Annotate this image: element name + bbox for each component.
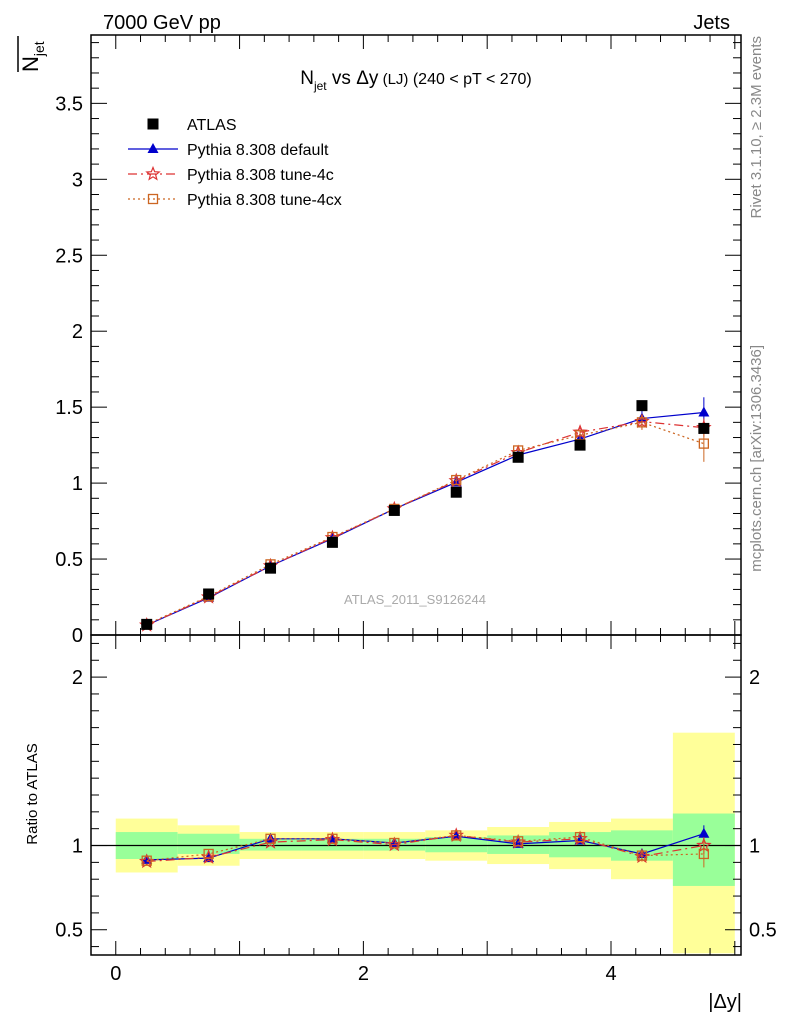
title-rest: vs Δy bbox=[327, 68, 379, 89]
data-point bbox=[512, 451, 524, 463]
header-left: 7000 GeV pp bbox=[103, 12, 221, 34]
ratio-point-2 bbox=[451, 830, 462, 841]
y-tick-label: 3.5 bbox=[55, 93, 83, 115]
data-point bbox=[450, 486, 462, 498]
legend-label-0: Pythia 8.308 default bbox=[187, 142, 329, 159]
data-point bbox=[326, 536, 338, 548]
x-tick-label: 2 bbox=[358, 963, 369, 985]
y-tick-label: 2 bbox=[72, 321, 83, 343]
x-axis-label: |Δy| bbox=[708, 991, 742, 1013]
legend-marker-data bbox=[147, 118, 159, 130]
legend-marker-1 bbox=[145, 165, 161, 181]
title-range: (240 < pT < 270) bbox=[408, 71, 531, 88]
ratio-point-2 bbox=[203, 848, 214, 860]
data-point bbox=[636, 400, 648, 412]
ratio-band-green bbox=[301, 838, 364, 851]
ratio-y-tick-label-right: 1 bbox=[749, 836, 760, 858]
series-point-2 bbox=[698, 438, 710, 449]
y-tick-label: 3 bbox=[72, 169, 83, 191]
y-label-sub: jet bbox=[31, 41, 47, 57]
ratio-y-tick-label-right: 2 bbox=[749, 667, 760, 689]
y-tick-label: 0.5 bbox=[55, 549, 83, 571]
title-sub: jet bbox=[313, 79, 327, 93]
ratio-point-2 bbox=[141, 855, 152, 866]
y-tick-label: 1.5 bbox=[55, 397, 83, 419]
ratio-y-tick-label-right: 0.5 bbox=[749, 920, 777, 942]
ratio-band-green bbox=[177, 833, 240, 854]
ratio-bands bbox=[115, 732, 735, 954]
main-panel: 0 0.5 1 1.5 2 2.5 3 3.5 bbox=[55, 34, 742, 647]
ratio-point-0 bbox=[698, 827, 710, 838]
legend: ATLAS Pythia 8.308 default Pythia 8.308 tu… bbox=[128, 117, 342, 209]
data-point bbox=[698, 422, 710, 434]
title-main: N bbox=[300, 68, 314, 89]
y-label-main: N bbox=[18, 56, 43, 72]
ratio-point-2 bbox=[698, 848, 710, 860]
analysis-watermark: ATLAS_2011_S9126244 bbox=[344, 592, 486, 607]
ratio-band-green bbox=[425, 837, 488, 853]
chart-title: Njet vs Δy (LJ) (240 < pT < 270) bbox=[300, 68, 532, 93]
legend-label-1: Pythia 8.308 tune-4c bbox=[187, 167, 334, 184]
ratio-y-tick-label: 2 bbox=[72, 667, 83, 689]
header-right: Jets bbox=[693, 12, 730, 34]
ratio-point-2 bbox=[389, 837, 400, 849]
ratio-point-2 bbox=[574, 831, 586, 843]
ratio-point-2 bbox=[636, 850, 648, 861]
svg-text:Njet: Njet bbox=[18, 41, 47, 72]
ratio-line-2 bbox=[146, 834, 704, 862]
legend-label-2: Pythia 8.308 tune-4cx bbox=[187, 192, 342, 209]
ratio-point-2 bbox=[327, 833, 338, 844]
series-point-0 bbox=[698, 406, 710, 417]
ratio-y-label: Ratio to ATLAS bbox=[24, 743, 41, 844]
ratio-frame bbox=[90, 634, 742, 956]
ratio-y-tick-label: 1 bbox=[72, 836, 83, 858]
data-point bbox=[203, 588, 215, 600]
data-point bbox=[141, 618, 153, 630]
data-point bbox=[265, 562, 277, 574]
series-line-1 bbox=[146, 420, 704, 626]
y-tick-label: 0 bbox=[72, 625, 83, 647]
legend-marker-0 bbox=[147, 143, 159, 153]
data-point bbox=[388, 504, 400, 516]
ratio-panel: 0 2 4 0.5 0.5 1 1 2 2 bbox=[55, 634, 777, 985]
side-label-rivet: Rivet 3.1.10, ≥ 2.3M events bbox=[748, 36, 765, 219]
legend-label-data: ATLAS bbox=[187, 117, 237, 134]
ratio-point-2 bbox=[265, 833, 276, 844]
x-tick-label: 0 bbox=[110, 963, 121, 985]
series-line-2 bbox=[146, 421, 705, 625]
side-label-mcplots: mcplots.cern.ch [arXiv:1306.3436] bbox=[748, 345, 765, 572]
main-y-label: Njet bbox=[17, 36, 47, 72]
series-point-2 bbox=[636, 417, 648, 428]
y-tick-label: 1 bbox=[72, 473, 83, 495]
x-tick-label: 4 bbox=[605, 963, 616, 985]
series-point-2 bbox=[451, 474, 462, 486]
legend-marker-2 bbox=[147, 193, 159, 205]
title-small: (LJ) bbox=[378, 71, 408, 88]
data-point bbox=[574, 439, 586, 451]
ratio-point-2 bbox=[512, 836, 524, 847]
y-tick-label: 2.5 bbox=[55, 245, 83, 267]
ratio-y-tick-label: 0.5 bbox=[55, 920, 83, 942]
